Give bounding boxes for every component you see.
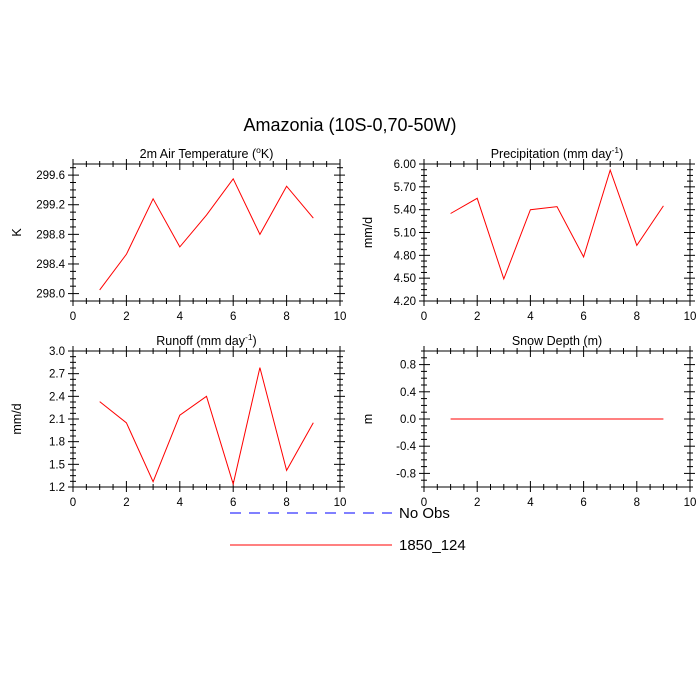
x-tick-label: 4 — [177, 497, 184, 509]
x-tick-label: 6 — [580, 311, 586, 323]
x-tick-label: 8 — [634, 497, 640, 509]
x-tick-label: 10 — [684, 497, 697, 509]
panel-title: Precipitation (mm day-1) — [491, 145, 624, 161]
y-tick-label: 1.8 — [49, 437, 65, 449]
y-tick-label: 6.00 — [394, 159, 416, 171]
panel-title-main: Snow Depth (m) — [512, 334, 602, 348]
x-tick-label: 10 — [334, 497, 347, 509]
y-tick-label: 4.20 — [394, 296, 416, 308]
y-tick-label: 2.4 — [49, 391, 66, 403]
panel-title: Runoff (mm day-1) — [156, 332, 256, 348]
y-tick-label: 298.8 — [36, 229, 65, 241]
x-tick-label: 10 — [684, 311, 697, 323]
x-tick-label: 2 — [123, 311, 129, 323]
panel-title-sup: o — [256, 145, 261, 155]
panels-group: 0 2 4 6 8 10 298.0 298.4 298.8 299.2 299.6 2m Air T… — [10, 145, 696, 509]
panel-title: Snow Depth (m) — [512, 334, 602, 348]
legend-item: 1850_124 — [230, 537, 466, 554]
y-tick-label: 1.2 — [49, 482, 65, 494]
y-tick-label: 5.10 — [394, 228, 416, 240]
legend-label: 1850_124 — [399, 537, 466, 554]
panel-title-main: Runoff (mm day — [156, 334, 245, 348]
chart-panel-1: 0 2 4 6 8 10 298.0 298.4 298.8 299.2 299.6 2m Air T… — [10, 145, 346, 323]
y-tick-label: 0.0 — [400, 414, 416, 426]
x-tick-label: 2 — [474, 311, 480, 323]
panel-title-sup: -1 — [245, 332, 253, 342]
y-tick-label: 4.50 — [394, 273, 416, 285]
y-tick-label: -0.8 — [396, 468, 416, 480]
y-axis-label: mm/d — [10, 403, 24, 434]
y-tick-label: 299.6 — [36, 170, 65, 182]
x-tick-label: 10 — [334, 311, 347, 323]
panel-title: 2m Air Temperature (oK) — [140, 145, 274, 161]
figure-title: Amazonia (10S-0,70-50W) — [243, 115, 456, 135]
x-tick-label: 2 — [123, 497, 129, 509]
series-line — [450, 168, 664, 281]
y-tick-label: 4.80 — [394, 250, 416, 262]
x-tick-label: 6 — [580, 497, 586, 509]
series-line — [99, 177, 314, 291]
y-axis-label: K — [10, 228, 24, 237]
y-tick-label: 298.4 — [36, 259, 65, 271]
x-tick-label: 6 — [230, 497, 236, 509]
y-axis-label: mm/d — [361, 217, 375, 248]
legend-item: No Obs — [230, 505, 450, 522]
legend-label: No Obs — [399, 505, 450, 522]
x-tick-label: 4 — [527, 497, 534, 509]
chart-panel-4: 0 2 4 6 8 10 -0.8 -0.4 0.0 0.4 0.8 Snow Depth (m) m — [361, 334, 696, 509]
chart-panel-2: 0 2 4 6 8 10 4.20 4.50 4.80 5.10 5.40 5.70 6.00 Preci… — [361, 145, 696, 323]
legend: No Obs 1850_124 — [230, 505, 466, 554]
panel-title-sup: -1 — [612, 145, 620, 155]
x-tick-label: 0 — [70, 311, 76, 323]
x-tick-label: 8 — [283, 311, 289, 323]
x-tick-label: 4 — [527, 311, 534, 323]
x-tick-label: 0 — [421, 311, 427, 323]
x-tick-label: 2 — [474, 497, 480, 509]
y-tick-label: 2.1 — [49, 414, 65, 426]
x-tick-label: 6 — [230, 311, 236, 323]
series-line — [99, 367, 314, 486]
x-tick-label: 8 — [283, 497, 289, 509]
panel-title-tail: ) — [253, 334, 257, 348]
plot-frame — [72, 163, 341, 302]
y-tick-label: 1.5 — [49, 459, 65, 471]
x-tick-label: 0 — [421, 497, 427, 509]
x-tick-label: 0 — [70, 497, 76, 509]
y-tick-label: 0.8 — [400, 360, 416, 372]
panel-title-tail: ) — [619, 147, 623, 161]
chart-panel-3: 0 2 4 6 8 10 1.2 1.5 1.8 2.1 2.4 2.7 3.0 Runoff (mm d… — [10, 332, 346, 509]
y-axis-label: m — [361, 414, 375, 424]
y-tick-label: 3.0 — [49, 346, 65, 358]
panel-title-main: 2m Air Temperature ( — [140, 147, 257, 161]
x-tick-label: 4 — [177, 311, 184, 323]
y-tick-label: 0.4 — [400, 387, 417, 399]
y-tick-label: 2.7 — [49, 369, 65, 381]
panel-title-tail: K) — [261, 147, 274, 161]
y-tick-label: 5.70 — [394, 182, 416, 194]
y-tick-label: 5.40 — [394, 205, 416, 217]
plot-frame — [423, 163, 691, 302]
y-tick-label: 298.0 — [36, 289, 65, 301]
y-tick-label: 299.2 — [36, 200, 65, 212]
x-tick-label: 8 — [634, 311, 640, 323]
plot-frame — [72, 350, 341, 488]
y-tick-label: -0.4 — [396, 441, 416, 453]
panel-title-main: Precipitation (mm day — [491, 147, 613, 161]
